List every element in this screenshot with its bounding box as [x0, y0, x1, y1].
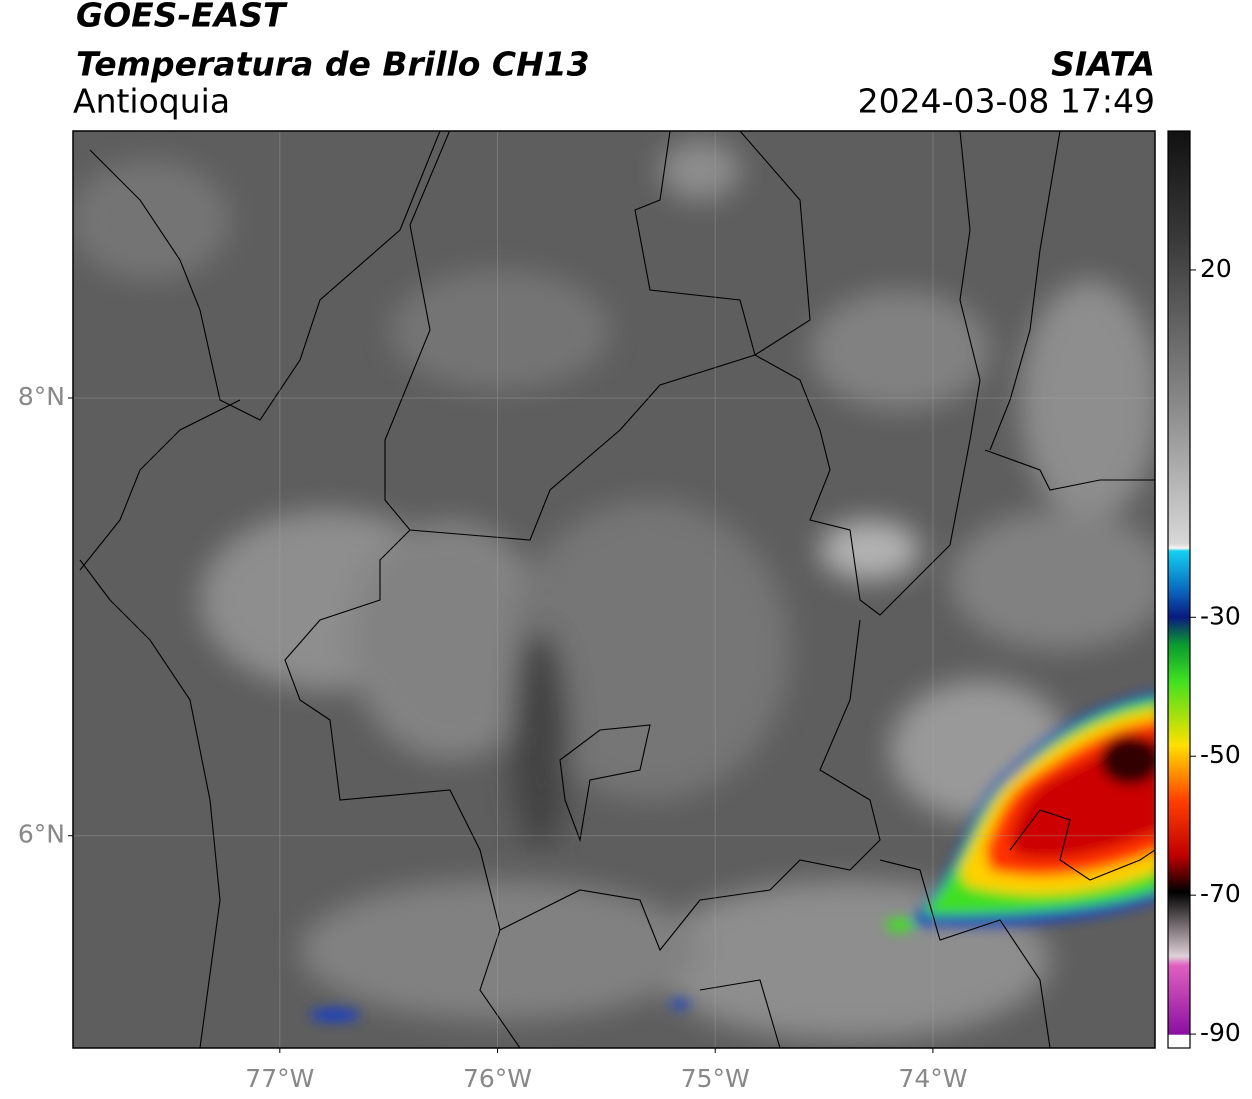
y-tick-label: 8°N [18, 382, 65, 411]
satellite-image [73, 131, 1155, 1048]
x-tick-label: 76°W [463, 1064, 532, 1093]
y-tick-label: 6°N [18, 820, 65, 849]
colorbar-tick-label: -90 [1200, 1018, 1241, 1047]
colorbar-tick-label: -70 [1200, 879, 1241, 908]
grid [73, 131, 1155, 1048]
title: GOES-EAST [76, 0, 288, 35]
colorbar-tick-label: -30 [1200, 601, 1241, 630]
colorbar [1167, 130, 1191, 1049]
colorbar-tick-label: 20 [1200, 254, 1232, 283]
borders [79, 131, 1155, 1048]
datetime: 2024-03-08 17:49 [858, 82, 1155, 121]
x-tick-label: 77°W [245, 1064, 314, 1093]
x-tick-label: 74°W [898, 1064, 967, 1093]
subtitle: Temperatura de Brillo CH13 [76, 45, 590, 84]
source: SIATA [1051, 45, 1155, 84]
region: Antioquia [73, 82, 230, 121]
colorbar-tick-label: -50 [1200, 740, 1241, 769]
map-frame [72, 130, 1156, 1049]
x-tick-label: 75°W [681, 1064, 750, 1093]
